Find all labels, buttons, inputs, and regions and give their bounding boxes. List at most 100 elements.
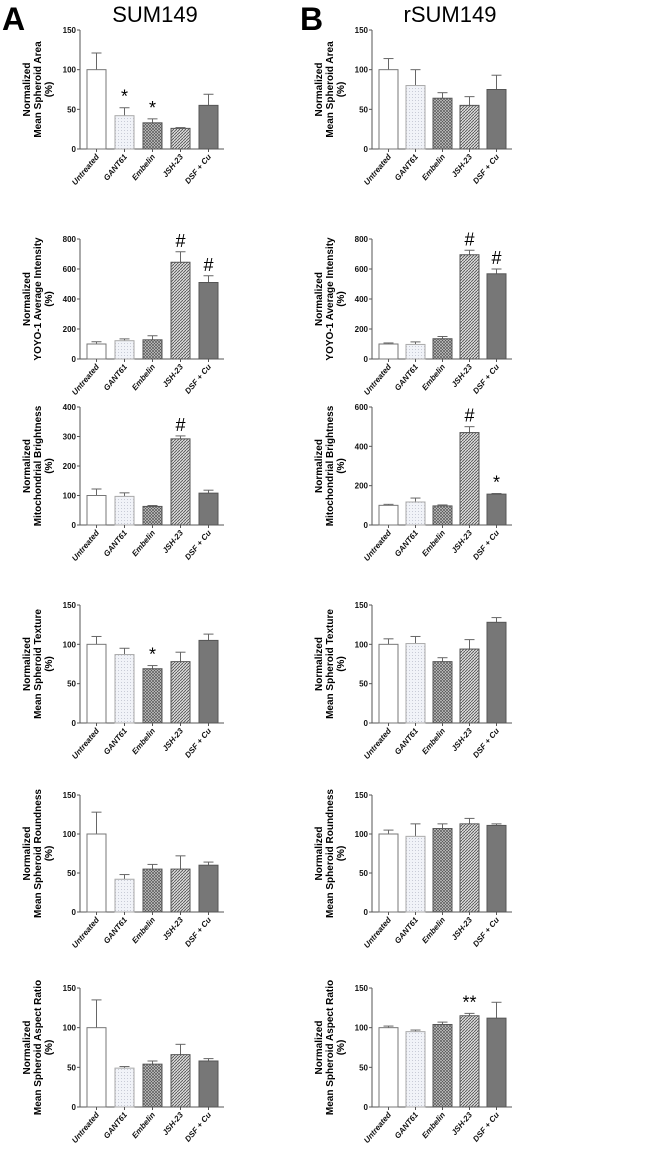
x-tick-label: Untreated xyxy=(70,362,102,397)
x-tick-label: JSH-23 xyxy=(450,362,475,389)
bar-untreated xyxy=(378,504,399,526)
x-tick-label: JSH-23 xyxy=(161,362,186,389)
y-tick-label: 0 xyxy=(364,145,369,154)
y-axis-label: Normalized xyxy=(314,637,325,691)
x-tick-label: DSF + Cu xyxy=(471,362,501,395)
chart-b-6: 0 50 100 150 Normalized Mean Spheroid Aspect … xyxy=(314,980,512,1145)
bar-jsh-23 xyxy=(459,823,480,913)
bar-untreated xyxy=(378,643,399,724)
x-tick-label: Embelin xyxy=(130,915,157,945)
chart-a-1: 0 50 100 150 Normalized Mean Spheroid Area (%)… xyxy=(22,26,224,187)
y-tick-label: 50 xyxy=(359,869,368,878)
bar-dsf-cu xyxy=(198,864,219,913)
x-tick-label: Untreated xyxy=(362,152,394,187)
x-tick-label: Untreated xyxy=(70,152,102,187)
y-tick-label: 150 xyxy=(63,984,77,993)
y-axis-label: Normalized xyxy=(22,63,33,117)
x-tick-label: DSF + Cu xyxy=(471,152,501,185)
y-axis-label: Normalized xyxy=(314,1021,325,1075)
y-tick-label: 0 xyxy=(72,355,77,364)
x-tick-label: JSH-23 xyxy=(450,1110,475,1137)
x-tick-label: Untreated xyxy=(70,726,102,761)
x-tick-label: Untreated xyxy=(362,915,394,950)
bar-jsh-23 xyxy=(459,648,480,724)
x-tick-label: GANT61 xyxy=(393,915,421,945)
bar-dsf-cu xyxy=(198,104,219,150)
y-axis-label: Normalized xyxy=(314,272,325,326)
y-axis-label: (%) xyxy=(44,82,55,98)
x-tick-label: Embelin xyxy=(420,152,447,182)
chart-a-4: 0 50 100 150 Normalized Mean Spheroid Texture… xyxy=(22,601,224,761)
x-tick-label: Untreated xyxy=(362,1110,394,1145)
column-title-a: SUM149 xyxy=(112,2,198,27)
bar-dsf-cu xyxy=(486,493,507,526)
bar-jsh-23 xyxy=(170,127,191,150)
bar-embelin xyxy=(432,661,453,724)
bar-gant61 xyxy=(405,835,426,913)
significance-marker: # xyxy=(464,406,474,426)
y-tick-label: 100 xyxy=(63,66,77,75)
bar-gant61 xyxy=(114,878,135,913)
y-tick-label: 0 xyxy=(364,355,369,364)
x-tick-label: GANT61 xyxy=(393,1110,421,1140)
panel-label-b: B xyxy=(300,1,323,37)
x-tick-label: Untreated xyxy=(70,528,102,563)
bar-jsh-23 xyxy=(459,254,480,360)
bar-dsf-cu xyxy=(486,824,507,913)
x-tick-label: DSF + Cu xyxy=(183,528,213,561)
x-tick-label: Embelin xyxy=(420,362,447,392)
bar-dsf-cu xyxy=(198,1060,219,1108)
y-axis-label: (%) xyxy=(336,1040,347,1056)
y-axis-label: Mitochondrial Brightness xyxy=(325,405,336,526)
bar-embelin xyxy=(432,97,453,150)
y-axis-label: Normalized xyxy=(22,272,33,326)
y-tick-label: 50 xyxy=(67,1063,76,1072)
x-tick-label: JSH-23 xyxy=(450,726,475,753)
y-tick-label: 150 xyxy=(355,791,369,800)
chart-b-1: 0 50 100 150 Normalized Mean Spheroid Area (%)… xyxy=(314,26,512,187)
bar-untreated xyxy=(378,1027,399,1108)
x-tick-label: JSH-23 xyxy=(161,1110,186,1137)
bar-gant61 xyxy=(114,495,135,526)
chart-b-2: 0 200 400 600 800 Normalized YOYO-1 Average In… xyxy=(314,229,512,397)
y-axis-label: (%) xyxy=(336,846,347,862)
significance-marker: # xyxy=(491,248,501,268)
x-tick-label: DSF + Cu xyxy=(183,362,213,395)
y-axis-label: Normalized xyxy=(22,439,33,493)
bar-embelin xyxy=(142,868,163,913)
y-axis-label: Mean Spheroid Area xyxy=(325,41,336,138)
y-tick-label: 100 xyxy=(355,1024,369,1033)
bar-jsh-23 xyxy=(170,261,191,360)
x-tick-label: DSF + Cu xyxy=(183,915,213,948)
y-axis-label: Normalized xyxy=(314,439,325,493)
y-axis-label: (%) xyxy=(336,458,347,474)
x-tick-label: DSF + Cu xyxy=(471,726,501,759)
y-axis-label: Normalized xyxy=(314,827,325,881)
y-axis-label: (%) xyxy=(336,656,347,672)
y-tick-label: 400 xyxy=(355,295,369,304)
bar-jsh-23 xyxy=(170,438,191,526)
x-tick-label: Embelin xyxy=(420,726,447,756)
y-tick-label: 50 xyxy=(67,105,76,114)
y-tick-label: 50 xyxy=(67,680,76,689)
x-tick-label: GANT61 xyxy=(393,726,421,756)
x-tick-label: GANT61 xyxy=(102,362,130,392)
bar-embelin xyxy=(142,668,163,724)
y-tick-label: 400 xyxy=(63,295,77,304)
significance-marker: ** xyxy=(462,992,476,1012)
x-tick-label: Embelin xyxy=(130,362,157,392)
bar-gant61 xyxy=(114,115,135,150)
bar-jsh-23 xyxy=(459,104,480,150)
significance-marker: # xyxy=(175,415,185,435)
y-axis-label: Mean Spheroid Aspect Ratio xyxy=(325,980,336,1115)
y-axis-label: (%) xyxy=(44,458,55,474)
bar-embelin xyxy=(432,338,453,360)
x-tick-label: DSF + Cu xyxy=(183,1110,213,1143)
bar-untreated xyxy=(86,69,107,150)
y-tick-label: 150 xyxy=(63,601,77,610)
y-tick-label: 50 xyxy=(359,680,368,689)
x-tick-label: Untreated xyxy=(362,726,394,761)
bar-dsf-cu xyxy=(486,273,507,360)
bar-jsh-23 xyxy=(170,1054,191,1108)
y-tick-label: 0 xyxy=(364,908,369,917)
